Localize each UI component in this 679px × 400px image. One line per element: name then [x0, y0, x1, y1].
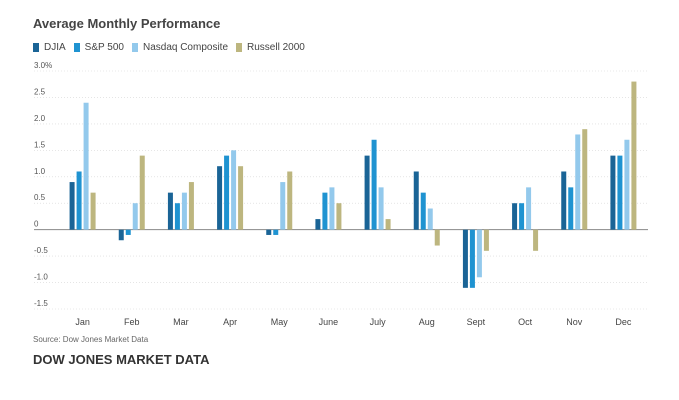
legend-swatch-djia [33, 42, 39, 52]
x-tick-label: Apr [223, 317, 237, 327]
legend-item-russell: Russell 2000 [236, 42, 305, 53]
x-tick-label: Nov [566, 317, 583, 327]
bar-djia-apr [217, 166, 223, 230]
bar-s-p-500-may [273, 229, 279, 235]
bar-djia-dec [610, 155, 616, 230]
bar-djia-sept [462, 229, 468, 288]
x-tick-label: Oct [518, 317, 533, 327]
bar-djia-nov [561, 171, 567, 230]
bar-s-p-500-mar [174, 203, 180, 230]
y-tick-label: 2.0 [34, 114, 46, 123]
bar-nasdaq-composite-sept [476, 229, 482, 278]
bar-djia-may [266, 229, 272, 235]
y-tick-label: 1.0 [34, 167, 46, 176]
legend-swatch-sp500 [73, 42, 80, 52]
legend-swatch-nasdaq [131, 42, 138, 52]
x-tick-label: May [271, 317, 289, 327]
bar-russell-2000-jan [90, 192, 96, 230]
bar-nasdaq-composite-june [329, 187, 335, 230]
legend-item-nasdaq: Nasdaq Composite [131, 41, 229, 53]
bar-nasdaq-composite-jan [83, 102, 89, 230]
bar-nasdaq-composite-apr [231, 150, 237, 230]
bar-djia-june [315, 219, 321, 230]
x-tick-label: Mar [173, 317, 189, 327]
legend-label-djia: DJIA [44, 41, 66, 53]
bar-russell-2000-dec [631, 81, 637, 230]
bar-nasdaq-composite-may [280, 182, 286, 230]
bar-russell-2000-sept [483, 229, 489, 251]
y-tick-label: 0.5 [34, 193, 46, 202]
bar-russell-2000-may [287, 171, 293, 230]
bar-nasdaq-composite-feb [132, 203, 138, 230]
bar-russell-2000-nov [582, 129, 588, 230]
legend-item-sp500: S&P 500 [73, 41, 124, 53]
bar-djia-july [364, 155, 370, 230]
bar-nasdaq-composite-oct [526, 187, 532, 230]
legend-label-russell: Russell 2000 [247, 41, 305, 53]
source-note: Source: Dow Jones Market Data [33, 335, 149, 344]
bar-s-p-500-june [322, 192, 328, 230]
x-tick-label: Feb [124, 317, 140, 327]
bar-s-p-500-nov [568, 187, 574, 230]
bar-russell-2000-oct [533, 229, 539, 251]
x-tick-label: Jan [75, 317, 90, 327]
x-tick-label: Aug [419, 317, 435, 327]
y-tick-label: 1.5 [34, 140, 46, 149]
x-tick-label: Sept [467, 317, 486, 327]
y-tick-label: 0 [34, 220, 39, 229]
bar-russell-2000-july [385, 219, 391, 230]
bar-nasdaq-composite-dec [624, 139, 630, 230]
chart-title: Average Monthly Performance [33, 16, 221, 31]
bar-s-p-500-jan [76, 171, 82, 230]
bar-nasdaq-composite-nov [575, 134, 581, 230]
bar-s-p-500-feb [125, 229, 131, 235]
legend-label-sp500: S&P 500 [84, 41, 124, 53]
bar-s-p-500-oct [519, 203, 525, 230]
x-tick-label: Dec [615, 317, 632, 327]
bar-djia-oct [512, 203, 518, 230]
bar-djia-jan [69, 182, 75, 230]
bar-s-p-500-aug [420, 192, 426, 230]
bar-nasdaq-composite-aug [427, 208, 433, 230]
bar-s-p-500-dec [617, 155, 623, 230]
bar-djia-aug [413, 171, 419, 230]
bar-russell-2000-feb [139, 155, 145, 230]
bar-djia-feb [118, 229, 124, 241]
legend-item-djia: DJIA [33, 42, 66, 53]
y-tick-label: 2.5 [34, 87, 46, 96]
x-tick-label: June [319, 317, 339, 327]
brand-label: DOW JONES MARKET DATA [33, 352, 210, 367]
chart-legend: DJIA S&P 500 Nasdaq Composite Russell 20… [33, 40, 313, 54]
bar-russell-2000-aug [434, 229, 440, 246]
bar-djia-mar [167, 192, 173, 230]
x-tick-label: July [370, 317, 387, 327]
bar-russell-2000-mar [188, 182, 194, 230]
bar-nasdaq-composite-july [378, 187, 384, 230]
y-tick-label: -1.0 [34, 273, 48, 282]
bar-s-p-500-sept [469, 229, 475, 288]
legend-label-nasdaq: Nasdaq Composite [142, 41, 229, 53]
bar-nasdaq-composite-mar [181, 192, 187, 230]
bar-s-p-500-july [371, 139, 377, 230]
legend-swatch-russell [236, 42, 243, 52]
y-tick-label: 3.0% [34, 61, 52, 70]
y-tick-label: -0.5 [34, 246, 48, 255]
y-tick-label: -1.5 [34, 299, 48, 308]
bar-s-p-500-apr [224, 155, 230, 230]
bar-russell-2000-apr [238, 166, 244, 230]
bar-russell-2000-june [336, 203, 342, 230]
